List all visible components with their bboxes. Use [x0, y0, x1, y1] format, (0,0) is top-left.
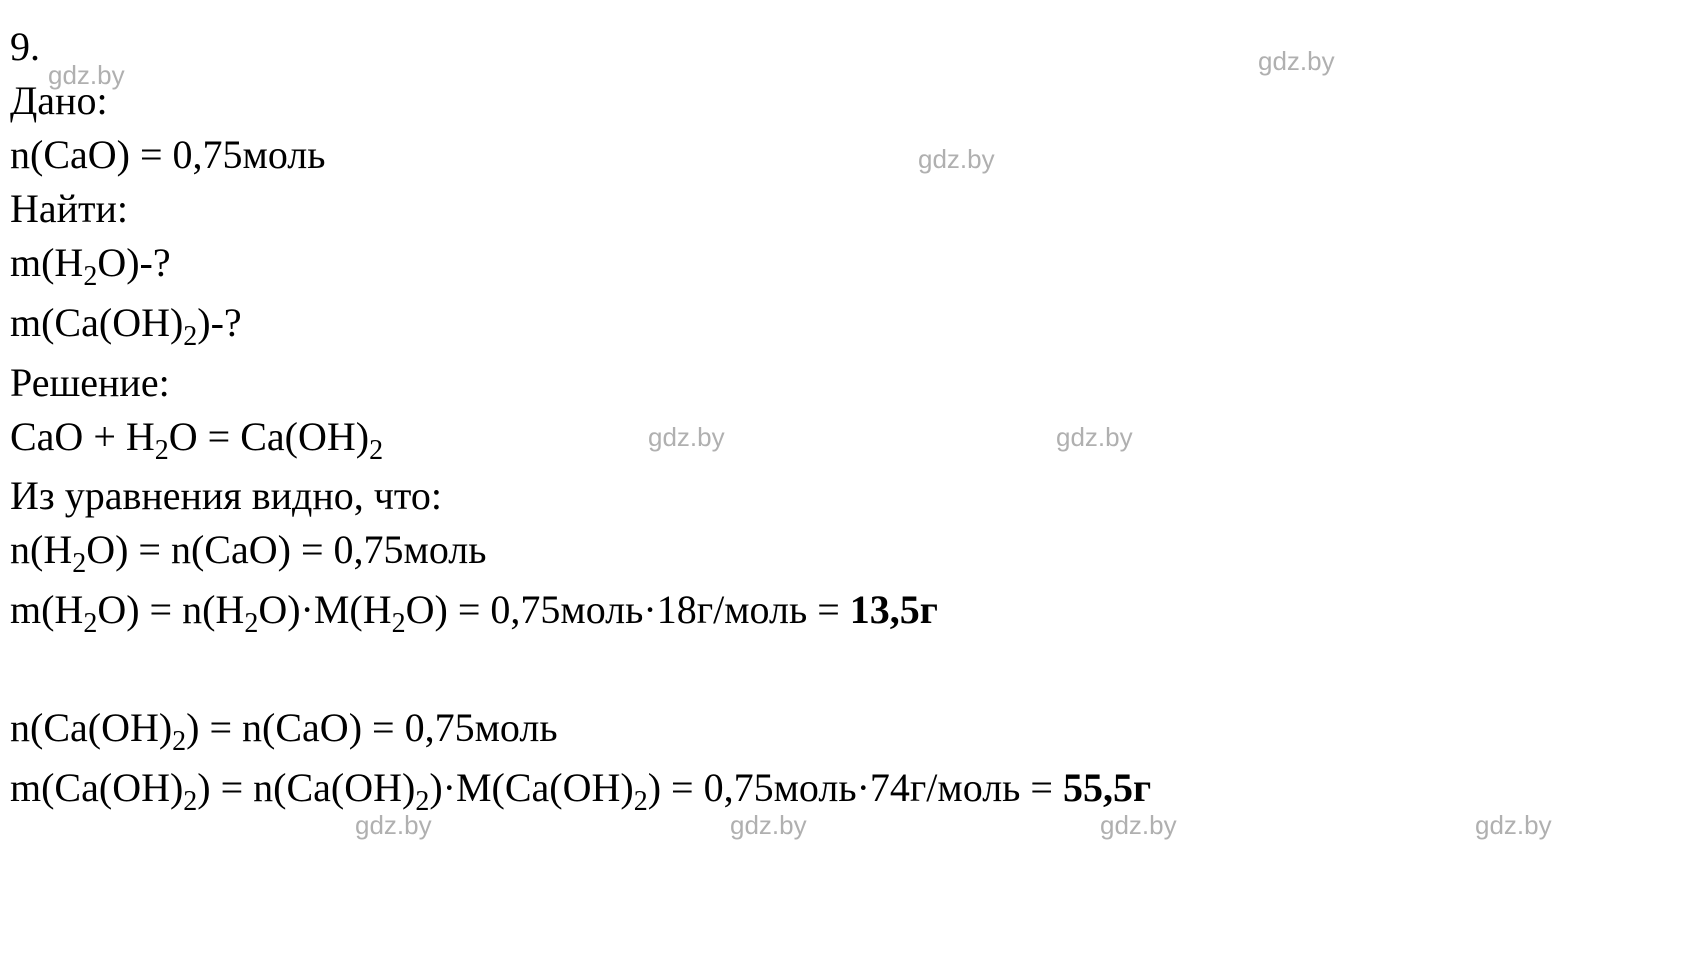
- text-line-5a: m(H: [10, 240, 83, 285]
- text-line-12a: n(Ca(OH): [10, 705, 172, 750]
- subscript-11f: 2: [392, 608, 406, 639]
- subscript-11b: 2: [83, 608, 97, 639]
- text-line-11a: m(H: [10, 587, 83, 632]
- solution-header: Решение:: [10, 356, 1694, 410]
- text-line-1: 9.: [10, 24, 40, 69]
- subscript-13b: 2: [183, 786, 197, 817]
- text-line-7: Решение:: [10, 360, 170, 405]
- watermark-1: gdz.by: [1258, 44, 1335, 79]
- explanation-line: Из уравнения видно, что:: [10, 469, 1694, 523]
- subscript-5b: 2: [83, 261, 97, 292]
- text-line-13c: ) = n(Ca(OH): [197, 765, 415, 810]
- watermark-2: gdz.by: [918, 142, 995, 177]
- text-line-9: Из уравнения видно, что:: [10, 473, 442, 518]
- text-line-4: Найти:: [10, 186, 128, 231]
- subscript-12b: 2: [172, 726, 186, 757]
- text-line-11c: O) = n(H: [97, 587, 244, 632]
- equation-line: CaO + H2O = Ca(OH)2: [10, 410, 1694, 470]
- subscript-13f: 2: [634, 786, 648, 817]
- text-line-10c: O) = n(CaO) = 0,75моль: [86, 527, 486, 572]
- find-line-2: m(Ca(OH)2)-?: [10, 296, 1694, 356]
- spacer-1: [10, 643, 1694, 683]
- watermark-0: gdz.by: [48, 58, 125, 93]
- text-line-6a: m(Ca(OH): [10, 300, 183, 345]
- given-line-1: n(CaO) = 0,75моль: [10, 128, 1694, 182]
- calc-line-2: m(H2O) = n(H2O)·M(H2O) = 0,75моль·18г/мо…: [10, 583, 1694, 643]
- text-line-11g: O) = 0,75моль·18г/моль =: [406, 587, 850, 632]
- subscript-10b: 2: [72, 548, 86, 579]
- problem-number: 9.: [10, 20, 1694, 74]
- watermark-7: gdz.by: [1100, 808, 1177, 843]
- watermark-8: gdz.by: [1475, 808, 1552, 843]
- text-line-6c: )-?: [197, 300, 241, 345]
- subscript-11d: 2: [244, 608, 258, 639]
- calc-line-3: n(Ca(OH)2) = n(CaO) = 0,75моль: [10, 701, 1694, 761]
- spacer-2: [10, 683, 1694, 701]
- watermark-5: gdz.by: [355, 808, 432, 843]
- result-1: 13,5г: [850, 587, 938, 632]
- text-line-10a: n(H: [10, 527, 72, 572]
- text-line-3: n(CaO) = 0,75моль: [10, 132, 326, 177]
- given-header: Дано:: [10, 74, 1694, 128]
- result-2: 55,5г: [1063, 765, 1151, 810]
- find-header: Найти:: [10, 182, 1694, 236]
- subscript-8b: 2: [155, 435, 169, 466]
- text-line-8a: CaO + H: [10, 414, 155, 459]
- watermark-3: gdz.by: [648, 420, 725, 455]
- text-line-13e: )·M(Ca(OH): [429, 765, 633, 810]
- calc-line-1: n(H2O) = n(CaO) = 0,75моль: [10, 523, 1694, 583]
- text-line-12c: ) = n(CaO) = 0,75моль: [186, 705, 557, 750]
- text-line-8c: O = Ca(OH): [169, 414, 369, 459]
- text-line-13g: ) = 0,75моль·74г/моль =: [648, 765, 1063, 810]
- subscript-6b: 2: [183, 321, 197, 352]
- find-line-1: m(H2O)-?: [10, 236, 1694, 296]
- watermark-6: gdz.by: [730, 808, 807, 843]
- calc-line-4: m(Ca(OH)2) = n(Ca(OH)2)·M(Ca(OH)2) = 0,7…: [10, 761, 1694, 821]
- watermark-4: gdz.by: [1056, 420, 1133, 455]
- text-line-13a: m(Ca(OH): [10, 765, 183, 810]
- subscript-8d: 2: [369, 435, 383, 466]
- text-line-11e: O)·M(H: [258, 587, 391, 632]
- text-line-5c: O)-?: [97, 240, 170, 285]
